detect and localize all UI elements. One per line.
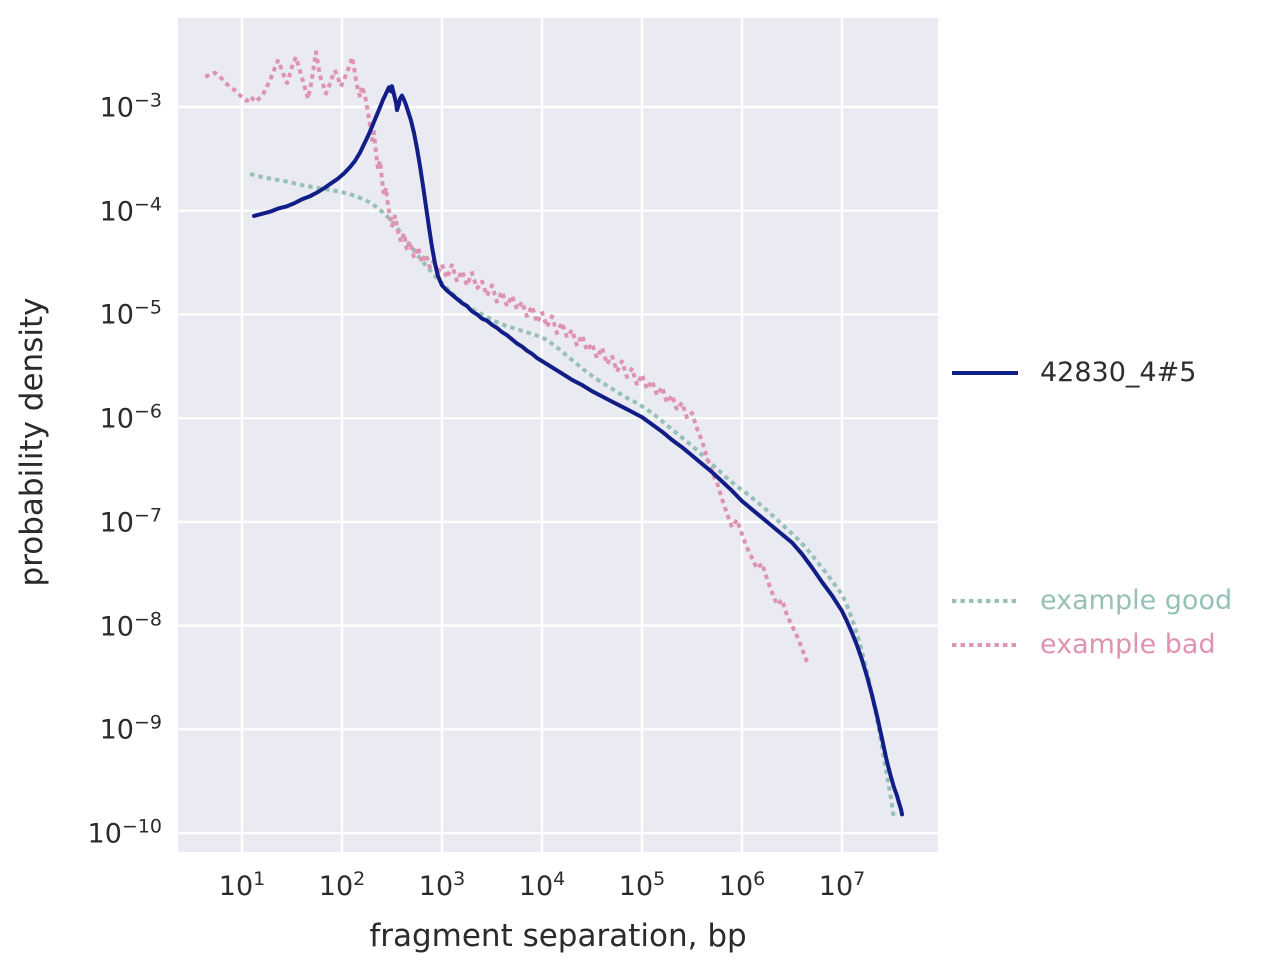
y-tick-label: 10−7: [99, 504, 162, 539]
x-tick-label: 107: [818, 868, 866, 902]
y-tick-label: 10−9: [99, 711, 162, 746]
x-axis-label: fragment separation, bp: [369, 918, 747, 954]
legend-line-sample-solid: [952, 370, 1018, 375]
x-tick-label: 104: [518, 868, 566, 902]
y-tick-label: 10−10: [87, 815, 162, 850]
legend-line-sample-dotted-bad: [952, 642, 1018, 647]
series-line-example-good: [249, 171, 897, 823]
legend-entry-example-bad: example bad: [952, 628, 1232, 661]
legend-primary: 42830_4#5: [952, 356, 1196, 389]
legend-label-example-bad: example bad: [1040, 629, 1216, 660]
y-tick-label: 10−3: [99, 89, 162, 124]
y-tick-label: 10−6: [99, 400, 162, 435]
legend-label-example-good: example good: [1040, 585, 1233, 616]
legend-examples: example good example bad: [952, 584, 1232, 661]
y-tick-label: 10−8: [99, 607, 162, 642]
legend-entry-example-good: example good: [952, 584, 1232, 617]
plot-area: [178, 18, 938, 852]
y-axis-label: probability density: [14, 297, 50, 587]
x-tick-label: 106: [718, 868, 766, 902]
y-tick-label: 10−4: [99, 193, 162, 228]
x-tick-label: 101: [218, 868, 266, 902]
x-tick-label: 102: [318, 868, 366, 902]
legend-label-primary: 42830_4#5: [1040, 357, 1197, 388]
legend-line-sample-dotted-good: [952, 598, 1018, 603]
y-tick-label: 10−5: [99, 296, 162, 331]
x-tick-label: 105: [618, 868, 666, 902]
x-tick-label: 103: [418, 868, 466, 902]
chart-svg: [178, 18, 938, 852]
legend-entry-primary: 42830_4#5: [952, 356, 1196, 389]
series-line-example-bad: [204, 50, 810, 665]
series-line-42830-4-5: [252, 84, 904, 817]
